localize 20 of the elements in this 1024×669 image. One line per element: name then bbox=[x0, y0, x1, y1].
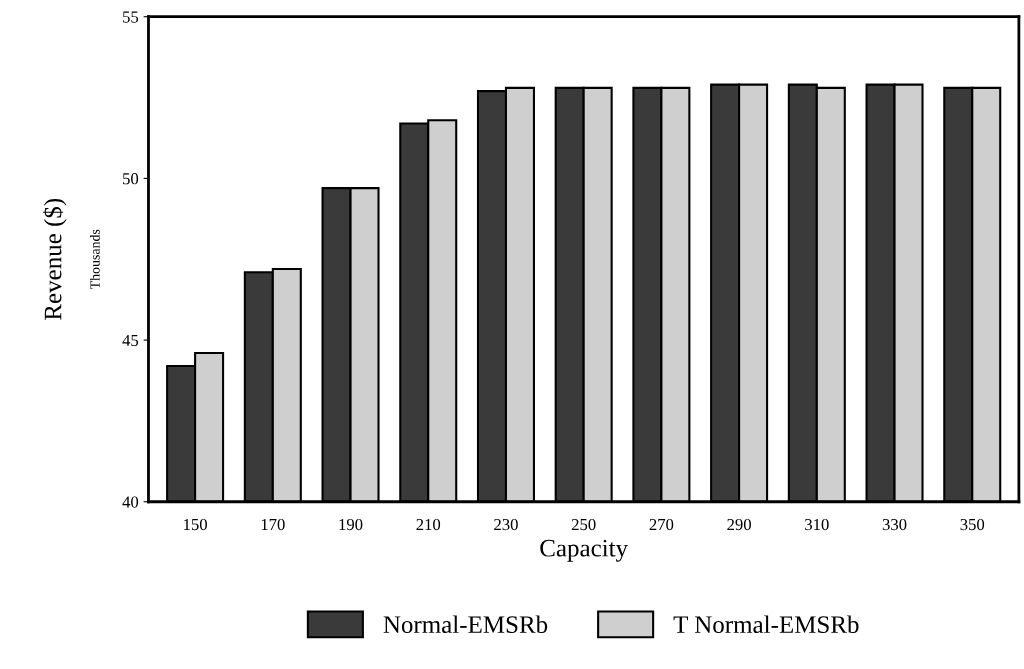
x-tick-label: 270 bbox=[649, 518, 674, 531]
x-tick-label: 230 bbox=[494, 518, 518, 531]
x-tick-label: 330 bbox=[882, 518, 907, 531]
x-axis-title: Capacity bbox=[540, 539, 629, 562]
y-tick-label: 50 bbox=[123, 173, 139, 185]
x-tick-label: 290 bbox=[727, 518, 751, 531]
x-tick-label: 210 bbox=[416, 518, 441, 531]
x-tick-label: 190 bbox=[339, 518, 363, 531]
text: Thousands bbox=[89, 229, 100, 290]
x-tick-label: 250 bbox=[571, 518, 596, 531]
y-tick-label: 55 bbox=[123, 11, 139, 23]
x-tick-label: 310 bbox=[805, 518, 829, 531]
y-tick-label: 40 bbox=[122, 496, 139, 508]
legend-label: T Normal-EMSRb bbox=[673, 615, 859, 634]
x-tick-label: 170 bbox=[261, 518, 285, 531]
x-tick-label: 150 bbox=[184, 518, 207, 531]
x-tick-label: 350 bbox=[960, 518, 985, 531]
y-axis-title: Revenue ($) bbox=[43, 198, 67, 320]
legend-label: Normal-EMSRb bbox=[383, 615, 548, 634]
y-tick-label: 45 bbox=[122, 334, 139, 347]
